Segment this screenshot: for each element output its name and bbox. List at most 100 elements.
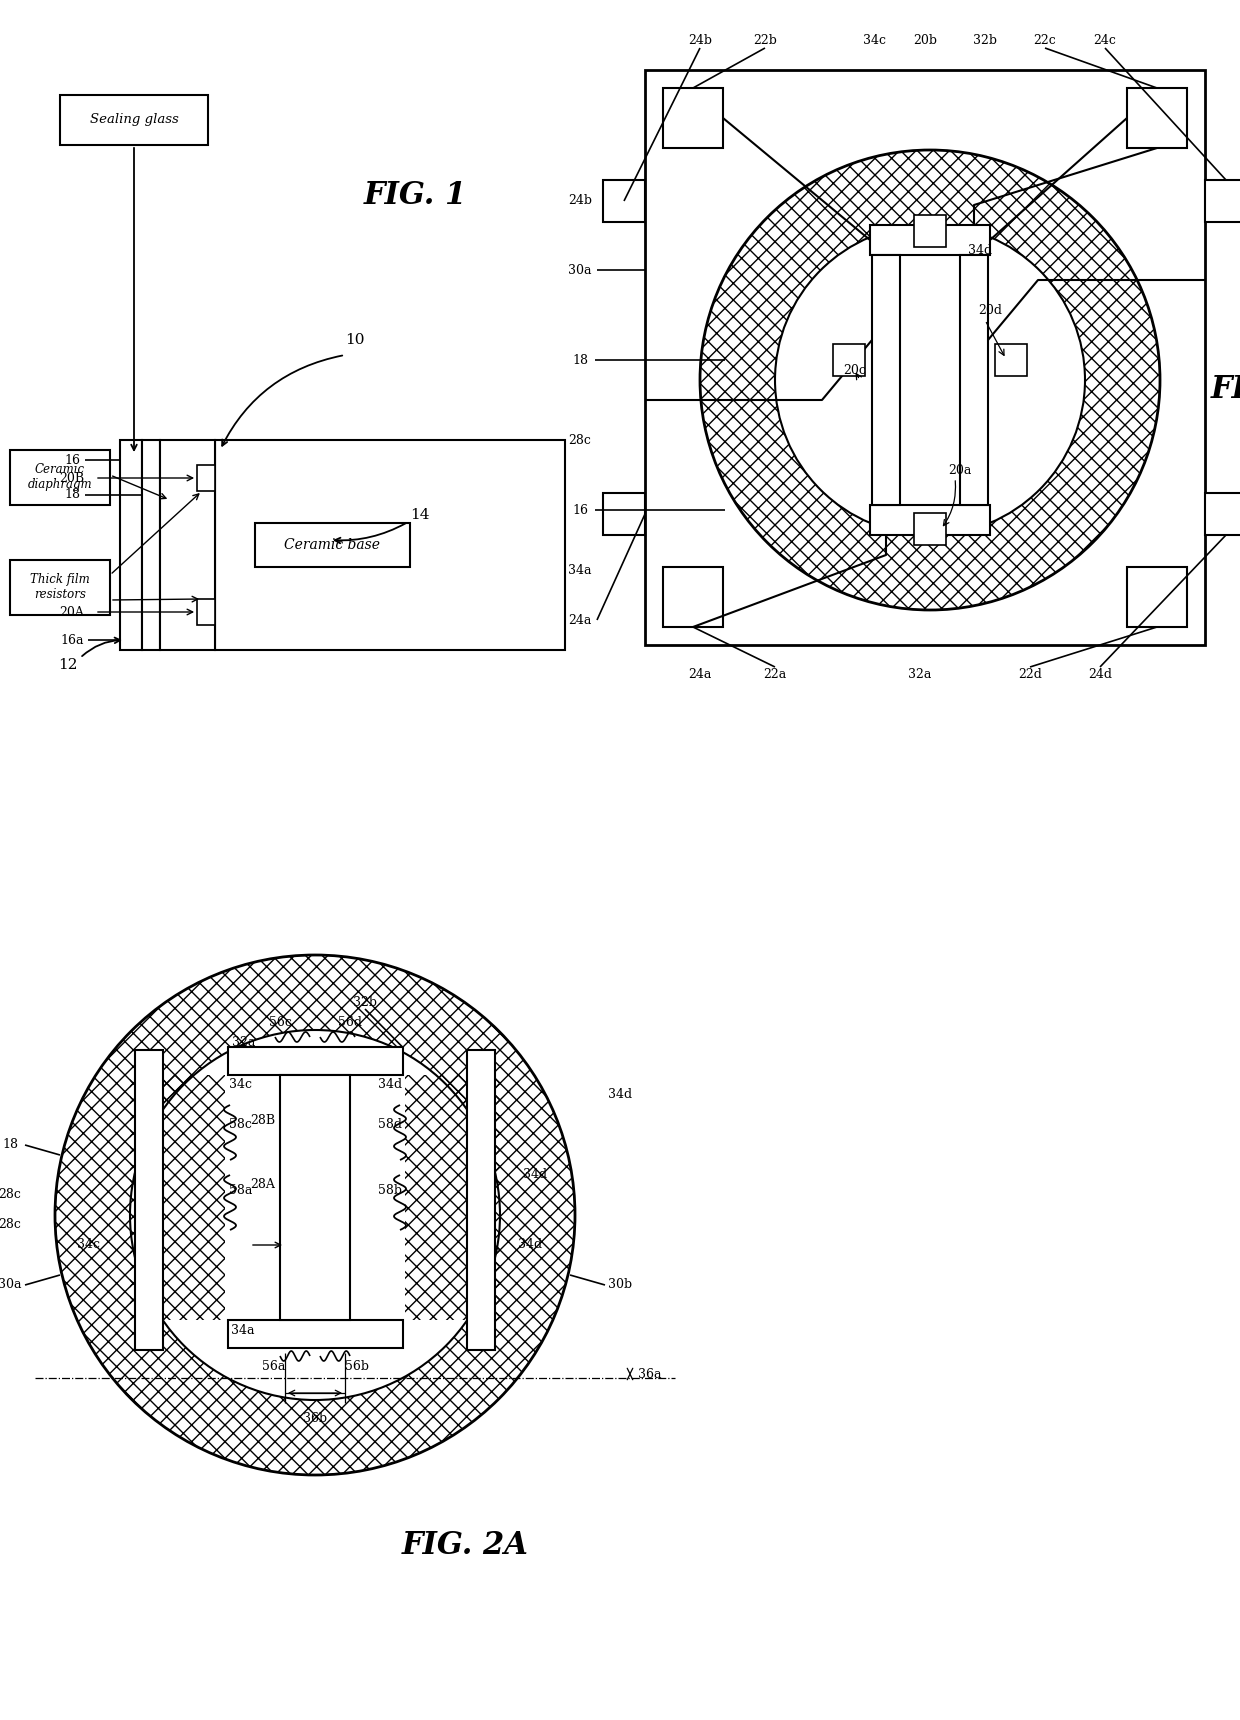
Bar <box>994 344 1027 377</box>
Bar <box>663 568 723 628</box>
Bar <box>467 1049 495 1350</box>
Bar <box>227 1319 403 1348</box>
Text: 32b: 32b <box>353 996 377 1008</box>
Text: 58b: 58b <box>378 1183 402 1197</box>
Text: 58a: 58a <box>228 1183 252 1197</box>
Text: 34d: 34d <box>608 1089 632 1101</box>
Text: 32b: 32b <box>973 33 997 46</box>
Text: 32a: 32a <box>232 1035 255 1049</box>
Bar <box>160 440 215 650</box>
Bar <box>197 464 215 490</box>
Bar <box>914 215 946 248</box>
Bar <box>603 494 645 535</box>
Text: 28B: 28B <box>250 1113 275 1127</box>
Text: 16: 16 <box>64 454 81 466</box>
Bar <box>130 1075 224 1319</box>
Text: 20c: 20c <box>843 363 867 377</box>
Text: 20A: 20A <box>60 605 84 619</box>
Text: 10: 10 <box>345 334 365 347</box>
Text: 34c: 34c <box>77 1238 100 1252</box>
Bar <box>960 255 988 506</box>
Bar <box>1127 568 1187 628</box>
Text: 34d: 34d <box>378 1078 402 1092</box>
Bar <box>645 71 1205 645</box>
Text: 16: 16 <box>572 504 588 516</box>
Bar <box>870 506 990 535</box>
Text: 36a: 36a <box>639 1367 662 1381</box>
Text: 24a: 24a <box>568 614 591 626</box>
Text: 14: 14 <box>410 507 430 521</box>
Bar <box>872 255 900 506</box>
Bar <box>215 440 565 650</box>
Text: 18: 18 <box>2 1139 19 1151</box>
Bar <box>255 523 410 568</box>
Bar <box>10 561 110 616</box>
Bar <box>10 451 110 506</box>
Bar <box>120 440 143 650</box>
Text: 34c: 34c <box>863 33 887 46</box>
Bar <box>405 1075 500 1319</box>
Bar <box>870 225 990 255</box>
Text: Ceramic base: Ceramic base <box>284 538 379 552</box>
Bar <box>914 513 946 545</box>
Bar <box>135 1049 162 1350</box>
Text: 20a: 20a <box>949 463 972 476</box>
Text: 22d: 22d <box>1018 669 1042 681</box>
Circle shape <box>130 1030 500 1400</box>
Bar <box>833 344 866 377</box>
Text: 12: 12 <box>58 659 78 673</box>
Text: 28c: 28c <box>569 433 591 447</box>
Text: 58d: 58d <box>378 1118 402 1132</box>
Bar <box>1205 494 1240 535</box>
Text: 34c: 34c <box>229 1078 252 1092</box>
Text: 18: 18 <box>572 354 588 366</box>
Text: 24b: 24b <box>568 194 591 206</box>
Text: 22c: 22c <box>1034 33 1056 46</box>
Text: 24d: 24d <box>1087 669 1112 681</box>
Text: 36b: 36b <box>303 1412 327 1424</box>
Text: 34d: 34d <box>518 1238 542 1252</box>
Text: FIG. 2B: FIG. 2B <box>1210 375 1240 406</box>
Text: 32a: 32a <box>909 669 931 681</box>
Text: Ceramic
diaphragm: Ceramic diaphragm <box>27 463 92 490</box>
Text: 58c: 58c <box>229 1118 252 1132</box>
Text: 34a: 34a <box>568 564 591 576</box>
Text: 30b: 30b <box>608 1278 632 1292</box>
Text: Sealing glass: Sealing glass <box>89 114 179 127</box>
Bar <box>1205 181 1240 222</box>
Text: FIG. 2A: FIG. 2A <box>402 1529 528 1560</box>
Text: 24c: 24c <box>1094 33 1116 46</box>
Text: 30a: 30a <box>0 1278 22 1292</box>
Text: 20B: 20B <box>60 471 84 485</box>
Text: 24a: 24a <box>688 669 712 681</box>
Bar <box>143 440 160 650</box>
Text: 28c: 28c <box>0 1218 21 1232</box>
Text: 56c: 56c <box>269 1015 291 1029</box>
Text: FIG. 1: FIG. 1 <box>363 179 466 210</box>
Bar <box>663 88 723 148</box>
Text: 56a: 56a <box>262 1359 285 1373</box>
Text: 30a: 30a <box>568 263 591 277</box>
Text: 34d: 34d <box>523 1168 547 1182</box>
Text: 34d: 34d <box>968 244 992 256</box>
Text: 28A: 28A <box>250 1178 275 1192</box>
Text: 28c: 28c <box>0 1189 21 1202</box>
Bar <box>60 95 208 144</box>
Text: 24b: 24b <box>688 33 712 46</box>
Text: 56d: 56d <box>339 1015 362 1029</box>
Text: 20d: 20d <box>978 303 1002 316</box>
Text: 34a: 34a <box>232 1323 255 1336</box>
Text: Thick film
resistors: Thick film resistors <box>30 573 89 600</box>
Text: 22a: 22a <box>764 669 786 681</box>
Bar <box>1127 88 1187 148</box>
Text: 20b: 20b <box>913 33 937 46</box>
Bar <box>197 599 215 624</box>
Bar <box>603 181 645 222</box>
Text: 18: 18 <box>64 488 81 502</box>
Bar <box>227 1047 403 1075</box>
Text: 16a: 16a <box>61 633 84 647</box>
Text: 56b: 56b <box>345 1359 370 1373</box>
Circle shape <box>775 225 1085 535</box>
Text: 22b: 22b <box>753 33 777 46</box>
Bar <box>280 1075 350 1319</box>
